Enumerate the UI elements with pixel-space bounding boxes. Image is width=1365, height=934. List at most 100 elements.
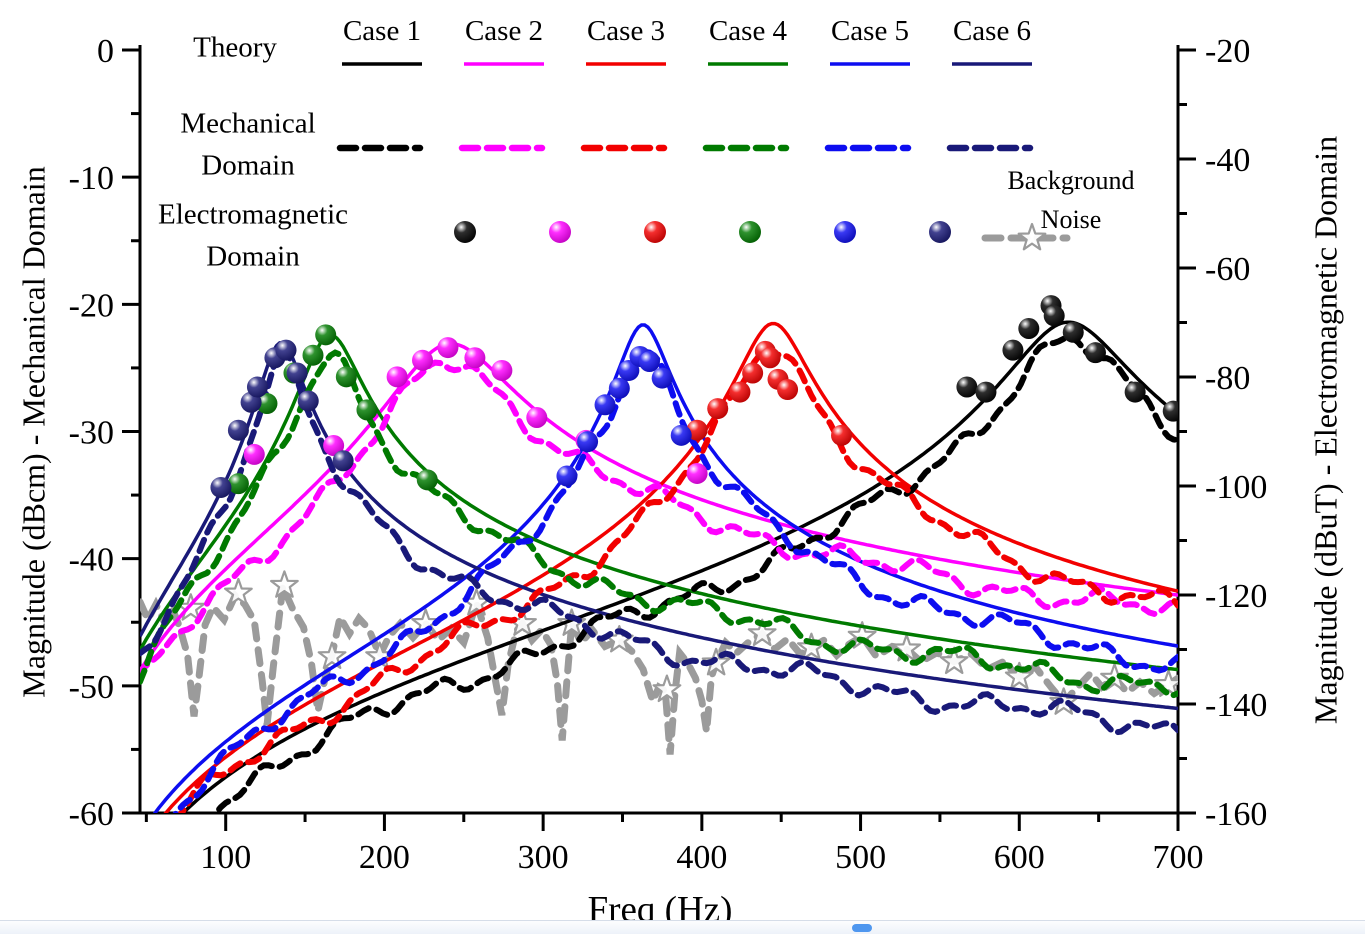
right-tick-label: -40 (1205, 142, 1250, 179)
electromagnetic-markers-5 (556, 345, 692, 487)
star-marker (652, 674, 682, 703)
tick-labels: 0 -10 -20 -30 -40 -50 -60 -20 -40 -60 -80 -100 -120 -… (69, 33, 1268, 876)
sphere-marker (1002, 339, 1024, 361)
sphere-marker (707, 398, 729, 420)
sphere-marker (1162, 400, 1178, 422)
legend-case-4-label: Case 4 (709, 15, 788, 47)
sphere-marker (256, 393, 278, 415)
star-marker (797, 632, 826, 661)
sphere-marker (210, 476, 232, 498)
left-tick-label: 0 (97, 33, 114, 70)
sphere-marker (227, 473, 249, 495)
right-tick-label: -160 (1205, 796, 1267, 833)
star-marker (939, 646, 969, 675)
legend-electromagnetic-swatch-3 (644, 221, 666, 243)
legend-mechanical-label-line1: Mechanical (180, 107, 316, 140)
legend-background-noise-label-line2: Noise (1040, 205, 1102, 234)
legend-case-5-label: Case 5 (831, 15, 909, 47)
sphere-marker (759, 347, 781, 369)
star-marker (1100, 663, 1129, 691)
sphere-marker (777, 379, 799, 401)
right-tick-label: -20 (1205, 33, 1250, 70)
electromagnetic-markers-3 (686, 340, 853, 446)
star-marker (317, 641, 347, 669)
legend-case-3-label: Case 3 (587, 15, 665, 47)
screen-edge-artifact-bar (0, 920, 1365, 934)
mechanical-curve-2 (140, 359, 1178, 678)
left-tick-label: -60 (69, 796, 114, 833)
sphere-marker (742, 362, 764, 384)
right-tick-label: -100 (1205, 469, 1267, 506)
sphere-marker (526, 407, 548, 429)
sphere-marker (323, 434, 345, 456)
sphere-marker (651, 367, 673, 389)
star-marker (747, 618, 777, 647)
legend-electromagnetic-swatch-4 (739, 221, 761, 243)
x-tick-label: 600 (994, 839, 1045, 876)
legend: Case 1 Case 2 Case 3 Case 4 Case 5 Case 6 (336, 15, 1084, 251)
axes (122, 45, 1196, 831)
electromagnetic-markers-6 (210, 339, 354, 498)
sphere-marker (356, 399, 378, 421)
star-marker (1154, 669, 1178, 697)
star-marker (270, 570, 299, 598)
legend-electromagnetic-swatch-6 (929, 221, 951, 243)
right-tick-label: -140 (1205, 687, 1267, 724)
electromagnetic-markers-1 (956, 295, 1178, 422)
sphere-marker (297, 390, 319, 412)
sphere-marker (594, 394, 616, 416)
star-marker (1004, 661, 1034, 690)
sphere-marker (412, 349, 434, 371)
sphere-marker (246, 376, 268, 398)
star-marker (224, 577, 253, 606)
legend-electromagnetic-swatch-1 (454, 221, 476, 243)
sphere-marker (1043, 305, 1065, 327)
sphere-marker (686, 419, 708, 441)
sphere-marker (227, 419, 249, 441)
sphere-marker (332, 450, 354, 472)
sphere-marker (608, 377, 630, 399)
sphere-marker (286, 362, 308, 384)
sphere-marker (416, 469, 438, 491)
theory-curve-2 (140, 342, 1178, 672)
sphere-marker (1018, 317, 1040, 339)
sphere-marker (1124, 381, 1146, 403)
legend-electromagnetic-swatch-2 (549, 221, 571, 243)
mechanical-curve-3 (177, 349, 1178, 813)
sphere-marker (1084, 342, 1106, 364)
left-tick-label: -20 (69, 287, 114, 324)
legend-electromagnetic-swatch-5 (834, 221, 856, 243)
theory-curve-1 (180, 320, 1178, 813)
mechanical-curve-6 (140, 345, 1178, 736)
x-tick-label: 500 (835, 839, 886, 876)
sphere-marker (686, 462, 708, 484)
sphere-marker (556, 465, 578, 487)
left-tick-label: -40 (69, 542, 114, 579)
left-tick-label: -50 (69, 669, 114, 706)
sphere-marker (729, 381, 751, 403)
sphere-marker (670, 424, 692, 446)
legend-mechanical-label-line2: Domain (201, 149, 295, 182)
legend-case-6-label: Case 6 (953, 15, 1031, 47)
right-tick-label: -60 (1205, 251, 1250, 288)
sphere-marker (618, 359, 640, 381)
legend-theory-label: Theory (193, 31, 277, 64)
right-tick-label: -120 (1205, 578, 1267, 615)
theory-curve-5 (152, 323, 1178, 813)
sphere-marker (956, 376, 978, 398)
left-axis-title: Magnitude (dBcm) - Mechanical Domain (15, 166, 52, 698)
legend-noise-star (1017, 222, 1047, 251)
x-tick-label: 700 (1153, 839, 1204, 876)
background-noise-curve (140, 573, 1178, 755)
plot-area (140, 295, 1178, 813)
sphere-marker (275, 339, 297, 361)
x-tick-label: 100 (200, 839, 251, 876)
sphere-marker (491, 359, 513, 381)
screen-edge-blue-pill (852, 924, 872, 932)
right-tick-label: -80 (1205, 360, 1250, 397)
legend-case-1-label: Case 1 (343, 15, 421, 47)
legend-background-noise-label-line1: Background (1007, 166, 1135, 195)
sphere-marker (831, 424, 853, 446)
star-marker (892, 633, 921, 662)
